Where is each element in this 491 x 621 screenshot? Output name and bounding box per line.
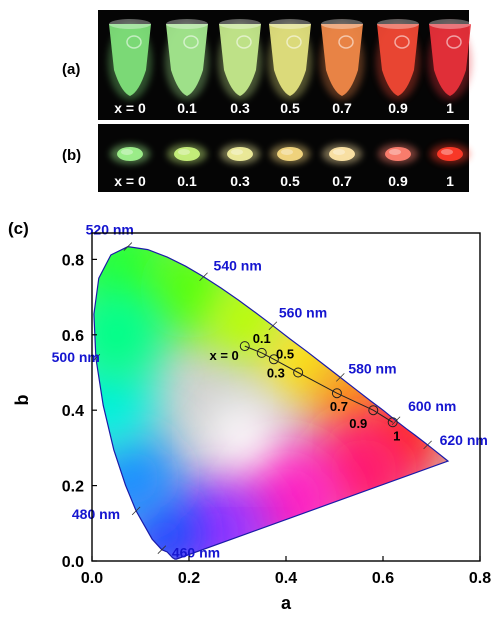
trend-line bbox=[244, 345, 393, 423]
vial-label-1: 0.1 bbox=[177, 100, 197, 116]
y-tick-label: 0.8 bbox=[62, 252, 84, 269]
data-point-label: 0.1 bbox=[253, 331, 271, 346]
vial-label-4: 0.7 bbox=[332, 100, 352, 116]
data-point bbox=[256, 347, 267, 358]
y-tick-label: 0.4 bbox=[62, 403, 84, 420]
panel-label-a: (a) bbox=[62, 61, 80, 78]
wavelength-tick bbox=[91, 353, 101, 363]
wavelength-label: 600 nm bbox=[408, 398, 456, 414]
x-tick-label: 0.2 bbox=[178, 570, 200, 587]
data-point bbox=[239, 341, 250, 352]
x-tick-label: 0.6 bbox=[372, 570, 394, 587]
x-tick-label: 0.0 bbox=[81, 570, 103, 587]
vial-label-3: 0.5 bbox=[280, 100, 300, 116]
wavelength-label: 460 nm bbox=[172, 545, 220, 561]
y-tick-label: 0.6 bbox=[62, 328, 84, 345]
data-point-label: 0.3 bbox=[267, 365, 285, 380]
data-point bbox=[293, 367, 304, 378]
powder-2 bbox=[220, 144, 260, 164]
vial-2 bbox=[218, 19, 262, 100]
spectral-locus-line bbox=[93, 245, 450, 560]
data-point bbox=[331, 388, 342, 399]
powder-label-1: 0.1 bbox=[177, 173, 197, 189]
data-point-label: 0.5 bbox=[276, 346, 294, 361]
powder-1 bbox=[167, 144, 207, 164]
vial-label-0: x = 0 bbox=[114, 100, 146, 116]
x-axis-label: a bbox=[281, 593, 292, 613]
vial-1 bbox=[165, 19, 209, 100]
panel-label-c: (c) bbox=[8, 219, 29, 238]
chromaticity-chart: 460 nm 480 nm 500 nm 520 nm 540 nm 560 nm 580 … bbox=[12, 222, 491, 613]
vial-3 bbox=[268, 19, 312, 100]
data-point bbox=[387, 417, 398, 428]
vial-0 bbox=[108, 19, 152, 100]
wavelength-tick bbox=[131, 506, 141, 516]
powder-label-2: 0.3 bbox=[230, 173, 250, 189]
wavelength-label: 580 nm bbox=[348, 360, 396, 376]
wavelength-label: 620 nm bbox=[440, 432, 488, 448]
powder-label-6: 1 bbox=[446, 173, 454, 189]
wavelength-label: 540 nm bbox=[214, 258, 262, 274]
wavelength-tick bbox=[199, 272, 208, 282]
vial-label-5: 0.9 bbox=[388, 100, 408, 116]
wavelength-label: 500 nm bbox=[52, 349, 100, 365]
y-axis-label: b bbox=[12, 395, 32, 406]
wavelength-tick bbox=[268, 321, 278, 331]
wavelength-label: 480 nm bbox=[72, 506, 120, 522]
powder-label-4: 0.7 bbox=[332, 173, 352, 189]
powder-label-0: x = 0 bbox=[114, 173, 146, 189]
vial-label-2: 0.3 bbox=[230, 100, 250, 116]
wavelength-label: 560 nm bbox=[279, 305, 327, 321]
x-tick-label: 0.4 bbox=[275, 570, 297, 587]
wavelength-tick bbox=[157, 545, 167, 554]
gamut-fill bbox=[93, 246, 449, 560]
data-point bbox=[268, 354, 279, 365]
data-point-label: 0.7 bbox=[330, 399, 348, 414]
vial-5 bbox=[376, 19, 420, 100]
vial-4 bbox=[320, 19, 364, 100]
powder-6 bbox=[430, 144, 470, 164]
wavelength-tick bbox=[123, 242, 133, 251]
y-tick-label: 0.2 bbox=[62, 479, 84, 496]
powder-4 bbox=[322, 144, 362, 164]
wavelength-tick bbox=[423, 440, 432, 450]
y-tick-label: 0.0 bbox=[62, 554, 84, 571]
data-point-label: 0.9 bbox=[349, 416, 367, 431]
powder-label-3: 0.5 bbox=[280, 173, 300, 189]
data-point-label: x = 0 bbox=[209, 348, 238, 363]
vial-label-6: 1 bbox=[446, 100, 454, 116]
data-point bbox=[368, 405, 379, 416]
powder-0 bbox=[110, 144, 150, 164]
photo-separator bbox=[98, 120, 469, 124]
data-point-label: 1 bbox=[393, 428, 400, 443]
wavelength-label: 520 nm bbox=[86, 222, 134, 238]
powder-5 bbox=[378, 144, 418, 164]
powder-label-5: 0.9 bbox=[388, 173, 408, 189]
powder-3 bbox=[270, 144, 310, 164]
vial-6 bbox=[428, 19, 472, 100]
wavelength-tick bbox=[336, 373, 345, 382]
x-tick-label: 0.8 bbox=[469, 570, 491, 587]
panel-label-b: (b) bbox=[62, 147, 81, 164]
wavelength-tick bbox=[391, 416, 401, 426]
